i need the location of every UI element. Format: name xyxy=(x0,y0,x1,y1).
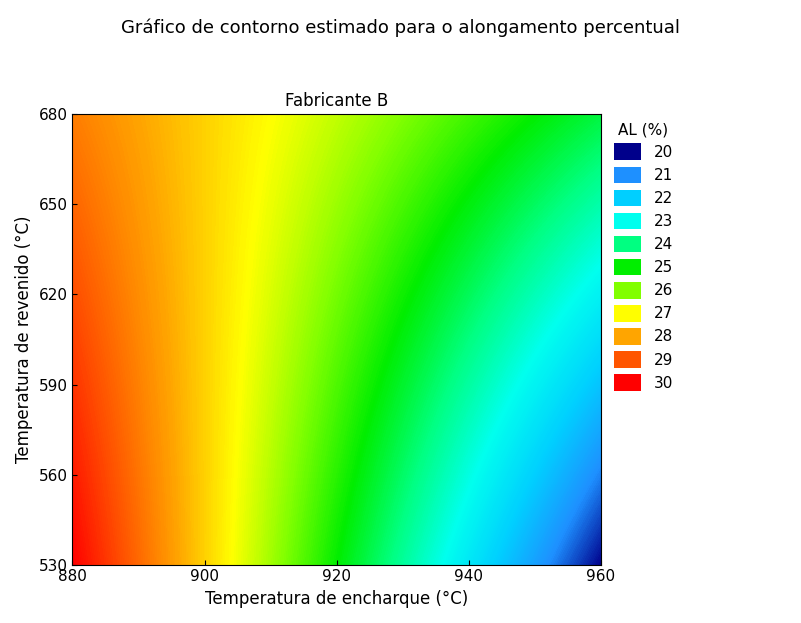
Text: Gráfico de contorno estimado para o alongamento percentual: Gráfico de contorno estimado para o alon… xyxy=(121,19,680,37)
Y-axis label: Temperatura de revenido (°C): Temperatura de revenido (°C) xyxy=(15,216,33,464)
X-axis label: Temperatura de encharque (°C): Temperatura de encharque (°C) xyxy=(205,590,469,608)
Title: Fabricante B: Fabricante B xyxy=(285,92,388,110)
Legend: 20, 21, 22, 23, 24, 25, 26, 27, 28, 29, 30: 20, 21, 22, 23, 24, 25, 26, 27, 28, 29, … xyxy=(614,122,673,391)
